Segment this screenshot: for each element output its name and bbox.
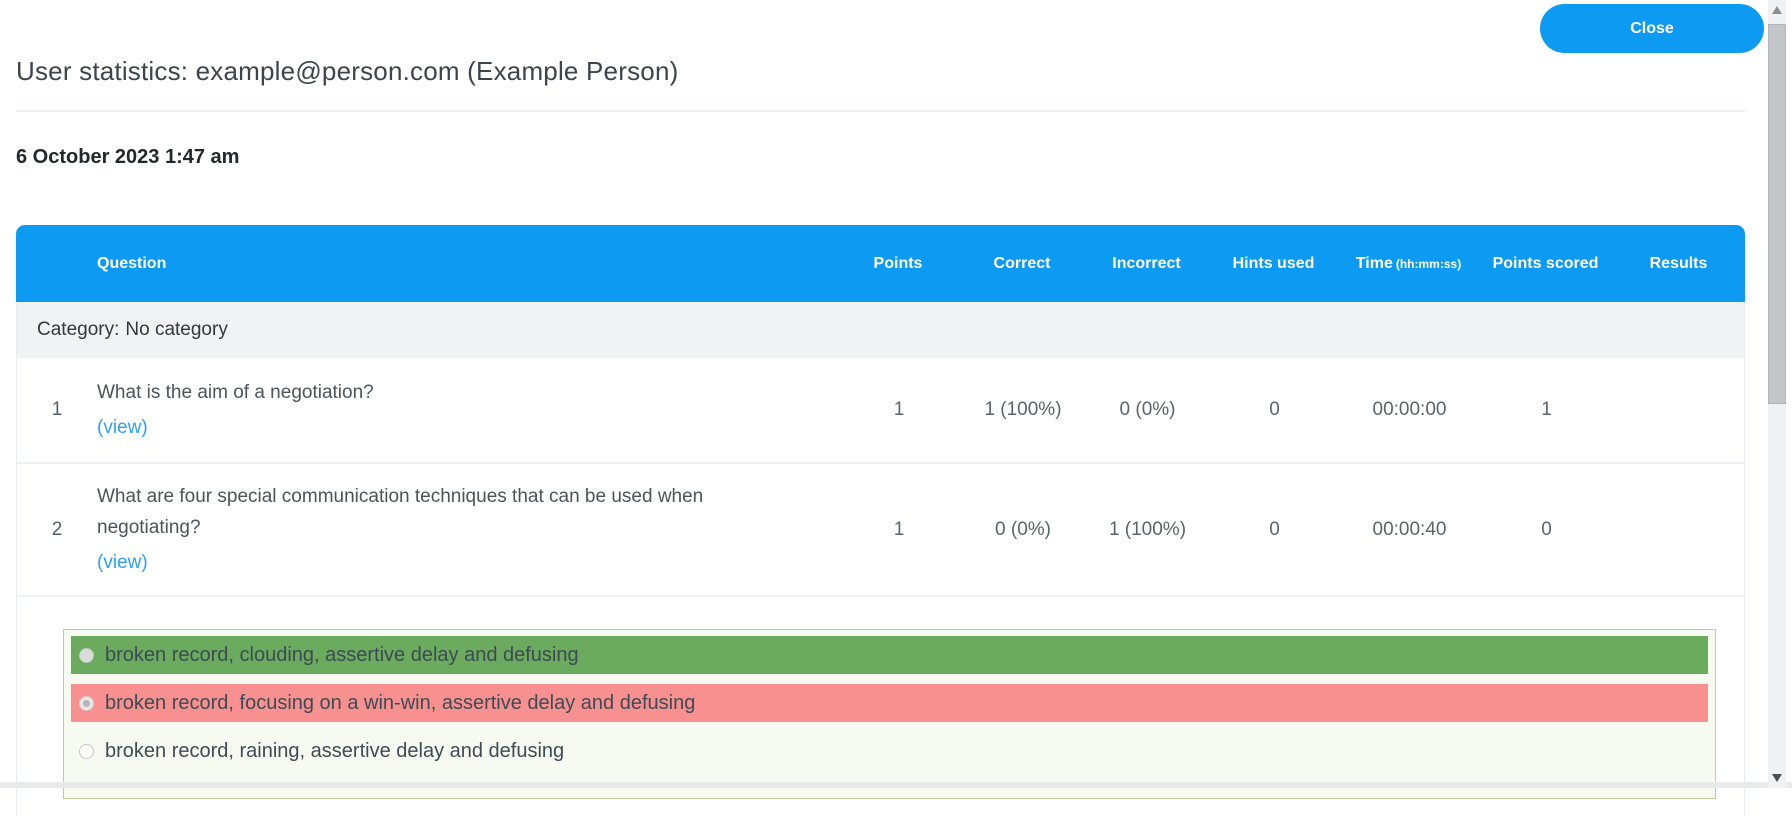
answer-option-label: broken record, clouding, assertive delay… [105,643,579,666]
correct-value: 1 (100%) [984,399,1062,420]
header-points-scored: Points scored [1492,254,1599,272]
incorrect-value: 1 (100%) [1108,518,1187,540]
time-value: 00:00:00 [1372,399,1447,420]
page-title: User statistics: example@person.com (Exa… [16,56,679,86]
answer-review-row: broken record, clouding, assertive delay… [17,629,1744,816]
table-row: 2 What are four special communication te… [17,464,1744,597]
points-value: 1 [893,518,905,540]
view-link[interactable]: (view) [97,417,148,438]
header-correct: Correct [993,254,1051,272]
vertical-scrollbar[interactable] [1768,0,1786,788]
question-number: 1 [51,399,63,420]
header-question: Question [97,254,167,272]
hints-used-value: 0 [1269,518,1280,540]
correct-value: 0 (0%) [995,518,1051,540]
scroll-up-button[interactable] [1768,0,1786,20]
answer-option-label: broken record, raining, assertive delay … [105,739,565,762]
scrollbar-thumb[interactable] [1768,24,1786,404]
time-value: 00:00:40 [1372,518,1447,540]
question-text: What are four special communication tech… [97,486,704,538]
header-hints-used: Hints used [1232,254,1315,272]
category-value: No category [125,319,228,340]
table-body: Category: No category 1 What is the aim … [16,302,1745,816]
points-scored-value: 0 [1541,518,1552,540]
category-label: Category: [37,319,120,340]
scroll-down-icon [1772,774,1782,782]
answer-option-label: broken record, focusing on a win-win, as… [105,691,696,714]
answer-option-neutral[interactable]: broken record, raining, assertive delay … [71,732,1708,770]
points-scored-value: 1 [1541,399,1552,420]
results-value [1613,358,1746,462]
question-cell: What is the aim of a negotiation? (view) [97,358,837,462]
points-value: 1 [893,399,905,420]
answer-option-incorrect[interactable]: broken record, focusing on a win-win, as… [71,684,1708,722]
close-button[interactable]: Close [1540,4,1764,53]
answer-option-correct[interactable]: broken record, clouding, assertive delay… [71,636,1708,674]
table-row: 1 What is the aim of a negotiation? (vie… [17,358,1744,464]
radio-icon[interactable] [79,695,94,711]
view-link[interactable]: (view) [97,552,148,573]
header-points: Points [873,254,923,272]
hints-used-value: 0 [1269,399,1280,420]
header-incorrect: Incorrect [1112,254,1181,272]
header-time-unit: (hh:mm:ss) [1395,256,1462,271]
incorrect-value: 0 (0%) [1119,399,1176,420]
radio-icon[interactable] [79,743,94,759]
header-time-label: Time [1355,254,1393,272]
table-header-row: Question Points Correct Incorrect Hints … [16,225,1745,302]
results-value [1613,464,1746,595]
scroll-down-button[interactable] [1768,768,1786,788]
statistics-table: Question Points Correct Incorrect Hints … [16,225,1745,816]
page-background-strip [0,782,1792,788]
scroll-up-icon [1772,6,1782,14]
answer-review-panel: broken record, clouding, assertive delay… [63,629,1716,799]
question-number: 2 [51,518,63,540]
radio-icon[interactable] [79,647,94,663]
attempt-datetime: 6 October 2023 1:47 am [16,146,240,168]
header-results: Results [1649,254,1708,272]
question-cell: What are four special communication tech… [97,464,837,595]
title-divider [16,110,1745,112]
header-time: Time (hh:mm:ss) [1338,255,1479,273]
category-row: Category: No category [17,302,1744,358]
question-text: What is the aim of a negotiation? [97,382,374,403]
